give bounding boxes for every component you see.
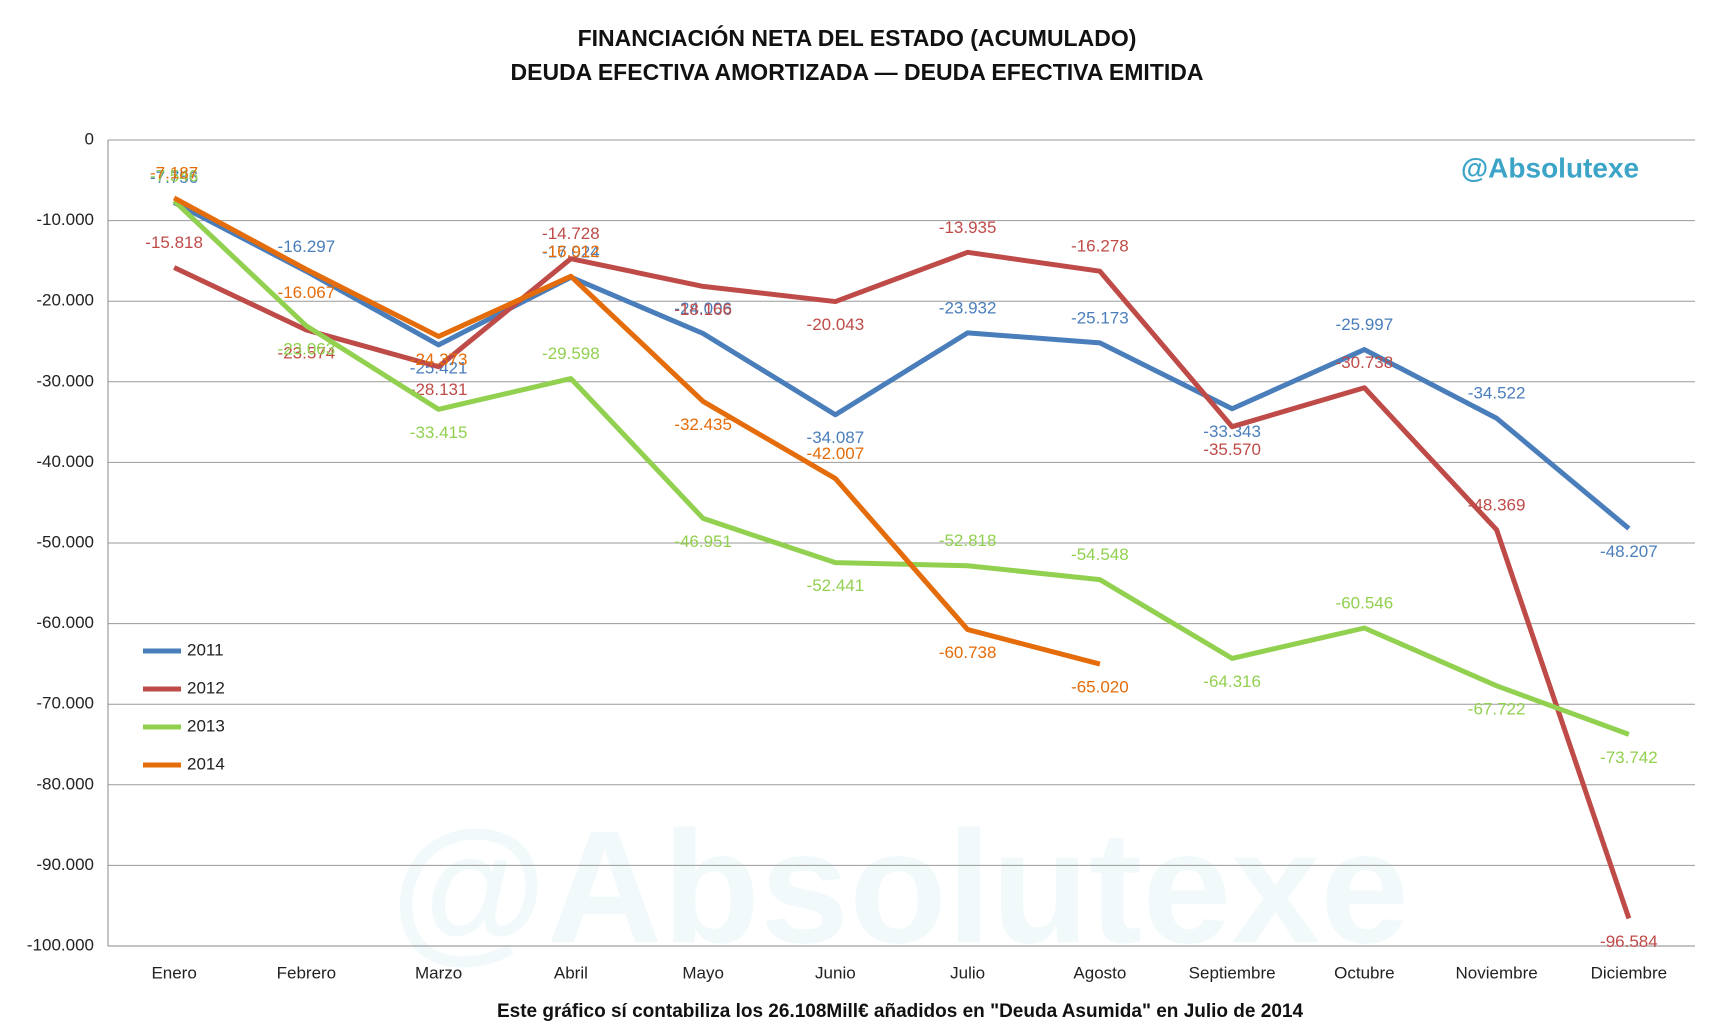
x-tick-label: Octubre	[1334, 963, 1394, 982]
data-label: -23.932	[939, 298, 997, 317]
y-tick-label: -50.000	[36, 532, 94, 551]
data-label: -35.570	[1203, 440, 1261, 459]
x-tick-label: Julio	[950, 963, 985, 982]
y-tick-label: -40.000	[36, 452, 94, 471]
y-tick-label: -10.000	[36, 210, 94, 229]
data-label: -46.951	[674, 532, 732, 551]
x-tick-label: Abril	[554, 963, 588, 982]
data-label: -7.187	[150, 163, 198, 182]
data-label: -29.598	[542, 344, 600, 363]
legend-label: 2011	[187, 640, 224, 659]
data-label: -16.278	[1071, 237, 1129, 256]
data-label: -18.166	[674, 300, 732, 319]
y-tick-label: 0	[85, 129, 94, 148]
data-label: -25.997	[1336, 315, 1394, 334]
data-label: -33.343	[1203, 422, 1261, 441]
data-label: -20.043	[807, 315, 865, 334]
data-label: -25.173	[1071, 308, 1129, 327]
data-label: -7.546	[150, 166, 198, 185]
brand: @Absolutexe	[1461, 152, 1639, 183]
chart-subtitle: DEUDA EFECTIVA AMORTIZADA — DEUDA EFECTI…	[511, 59, 1204, 85]
data-label: -15.818	[145, 233, 203, 252]
caption: Este gráfico sí contabiliza los 26.108Mi…	[497, 1001, 1304, 1022]
data-label: -65.020	[1071, 678, 1129, 697]
data-label: -30.738	[1336, 353, 1394, 372]
data-label: -67.722	[1468, 699, 1526, 718]
data-label: -28.131	[410, 380, 468, 399]
data-label: -73.742	[1600, 748, 1658, 767]
data-label: -64.316	[1203, 672, 1261, 691]
data-label: -16.912	[542, 242, 600, 261]
x-tick-label: Enero	[151, 963, 196, 982]
chart-title: FINANCIACIÓN NETA DEL ESTADO (ACUMULADO)	[578, 24, 1137, 51]
data-label: -48.207	[1600, 542, 1658, 561]
data-label: -52.441	[807, 576, 865, 595]
data-label: -14.728	[542, 224, 600, 243]
data-label: -7.756	[150, 168, 198, 187]
data-label: -54.548	[1071, 545, 1129, 564]
x-tick-label: Junio	[815, 963, 856, 982]
y-tick-label: -30.000	[36, 371, 94, 390]
series-line	[173, 249, 1632, 920]
x-tick-label: Diciembre	[1591, 963, 1668, 982]
watermark: @Absolutexe	[391, 797, 1409, 976]
x-tick-label: Febrero	[277, 963, 337, 982]
data-label: -34.522	[1468, 384, 1526, 403]
data-label: -24.373	[410, 350, 468, 369]
legend-label: 2014	[187, 754, 225, 773]
x-tick-label: Septiembre	[1189, 963, 1276, 982]
data-label: -13.935	[939, 218, 997, 237]
data-label: -32.435	[674, 415, 732, 434]
data-label: -96.584	[1600, 932, 1658, 951]
x-tick-label: Mayo	[682, 963, 724, 982]
y-tick-label: -80.000	[36, 774, 94, 793]
y-tick-label: -60.000	[36, 613, 94, 632]
data-label: -23.063	[278, 339, 336, 358]
x-tick-label: Noviembre	[1456, 963, 1538, 982]
data-label: -23.574	[278, 343, 336, 362]
data-label: -16.297	[278, 237, 336, 256]
data-label: -48.369	[1468, 495, 1526, 514]
data-label: -33.415	[410, 423, 468, 442]
data-label: -24.006	[674, 299, 732, 318]
series-line	[172, 199, 1630, 737]
data-label: -17.024	[542, 243, 600, 262]
data-label: -60.738	[939, 643, 997, 662]
data-label: -34.087	[807, 428, 865, 447]
y-tick-label: -100.000	[27, 935, 94, 954]
legend-label: 2013	[187, 716, 225, 735]
y-tick-label: -90.000	[36, 855, 94, 874]
data-label: -60.546	[1336, 593, 1394, 612]
x-tick-label: Agosto	[1073, 963, 1126, 982]
y-tick-label: -70.000	[36, 694, 94, 713]
data-label: -52.818	[939, 531, 997, 550]
series-line	[172, 200, 1631, 531]
x-tick-label: Marzo	[415, 963, 462, 982]
y-tick-label: -20.000	[36, 291, 94, 310]
legend-label: 2012	[187, 678, 225, 697]
data-label: -16.067	[278, 283, 336, 302]
data-label: -42.007	[807, 444, 865, 463]
series-line	[172, 195, 1101, 667]
